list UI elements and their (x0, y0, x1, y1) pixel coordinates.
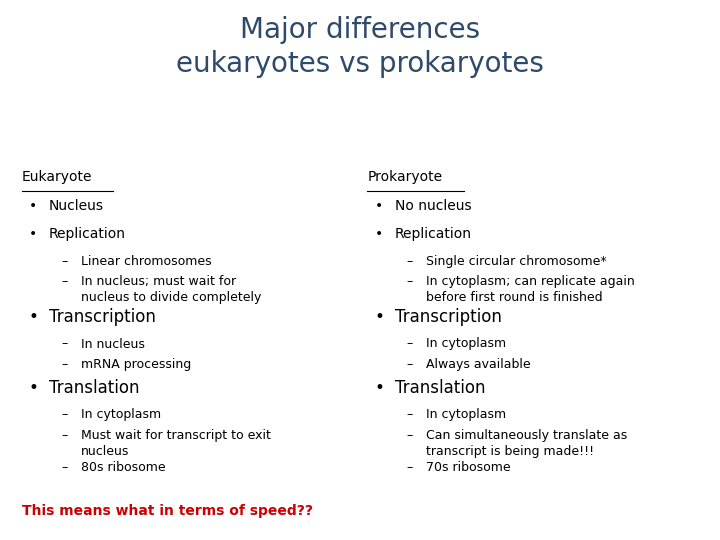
Text: •: • (29, 199, 37, 213)
Text: •: • (29, 379, 39, 396)
Text: In cytoplasm: In cytoplasm (81, 408, 161, 421)
Text: –: – (407, 255, 413, 268)
Text: mRNA processing: mRNA processing (81, 358, 191, 371)
Text: –: – (61, 461, 68, 474)
Text: In nucleus; must wait for
nucleus to divide completely: In nucleus; must wait for nucleus to div… (81, 275, 261, 305)
Text: Nucleus: Nucleus (49, 199, 104, 213)
Text: •: • (374, 199, 382, 213)
Text: –: – (61, 255, 68, 268)
Text: Transcription: Transcription (395, 308, 501, 326)
Text: Replication: Replication (49, 227, 126, 241)
Text: –: – (407, 358, 413, 371)
Text: –: – (61, 275, 68, 288)
Text: –: – (61, 358, 68, 371)
Text: Linear chromosomes: Linear chromosomes (81, 255, 211, 268)
Text: Translation: Translation (395, 379, 485, 396)
Text: –: – (407, 429, 413, 442)
Text: •: • (29, 227, 37, 241)
Text: •: • (374, 308, 384, 326)
Text: –: – (407, 461, 413, 474)
Text: Always available: Always available (426, 358, 531, 371)
Text: No nucleus: No nucleus (395, 199, 471, 213)
Text: –: – (61, 338, 68, 350)
Text: In nucleus: In nucleus (81, 338, 145, 350)
Text: Translation: Translation (49, 379, 140, 396)
Text: Transcription: Transcription (49, 308, 156, 326)
Text: 80s ribosome: 80s ribosome (81, 461, 166, 474)
Text: Prokaryote: Prokaryote (367, 170, 442, 184)
Text: –: – (407, 338, 413, 350)
Text: This means what in terms of speed??: This means what in terms of speed?? (22, 504, 312, 518)
Text: •: • (29, 308, 39, 326)
Text: Can simultaneously translate as
transcript is being made!!!: Can simultaneously translate as transcri… (426, 429, 628, 458)
Text: In cytoplasm; can replicate again
before first round is finished: In cytoplasm; can replicate again before… (426, 275, 635, 305)
Text: •: • (374, 227, 382, 241)
Text: –: – (407, 275, 413, 288)
Text: In cytoplasm: In cytoplasm (426, 408, 506, 421)
Text: •: • (374, 379, 384, 396)
Text: –: – (61, 429, 68, 442)
Text: In cytoplasm: In cytoplasm (426, 338, 506, 350)
Text: Replication: Replication (395, 227, 472, 241)
Text: Must wait for transcript to exit
nucleus: Must wait for transcript to exit nucleus (81, 429, 271, 458)
Text: Major differences
eukaryotes vs prokaryotes: Major differences eukaryotes vs prokaryo… (176, 16, 544, 78)
Text: 70s ribosome: 70s ribosome (426, 461, 511, 474)
Text: –: – (407, 408, 413, 421)
Text: Single circular chromosome*: Single circular chromosome* (426, 255, 607, 268)
Text: –: – (61, 408, 68, 421)
Text: Eukaryote: Eukaryote (22, 170, 92, 184)
